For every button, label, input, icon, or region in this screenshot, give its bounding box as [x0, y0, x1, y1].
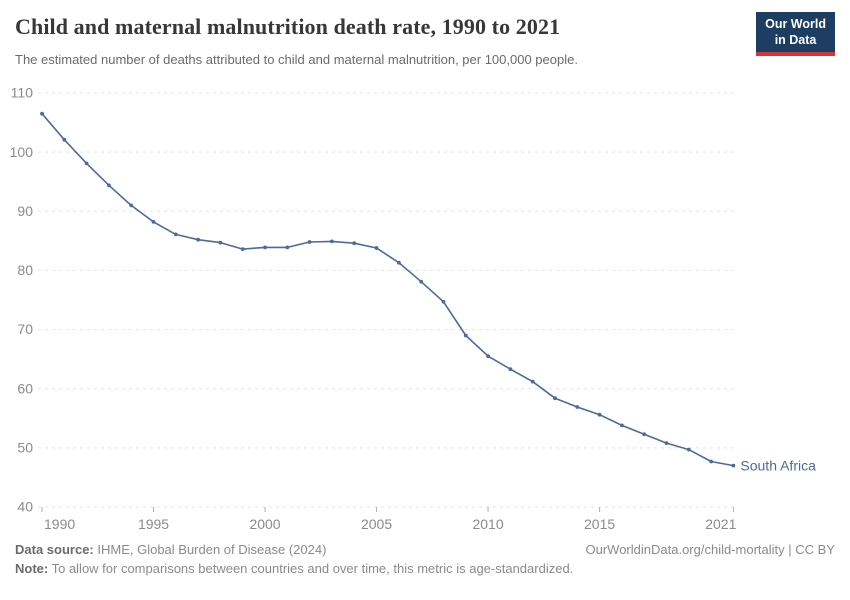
y-tick-label: 90	[17, 203, 33, 219]
series-end-label: South Africa	[740, 457, 816, 473]
owid-logo-line2: in Data	[774, 32, 817, 47]
data-point	[374, 246, 379, 250]
data-point	[173, 232, 178, 237]
data-point	[397, 260, 401, 265]
y-tick-label: 100	[10, 144, 34, 160]
attribution: OurWorldinData.org/child-mortality | CC …	[585, 542, 836, 557]
x-tick-label: 1990	[44, 516, 75, 532]
y-tick-label: 40	[17, 499, 33, 515]
y-tick-label: 70	[17, 321, 33, 337]
data-point	[597, 412, 602, 417]
chart-title: Child and maternal malnutrition death ra…	[15, 14, 561, 39]
note: Note: To allow for comparisons between c…	[15, 561, 573, 576]
data-point	[553, 396, 557, 401]
data-point	[686, 447, 691, 452]
owid-logo[interactable]: Our World in Data	[756, 12, 835, 57]
y-tick-label: 60	[17, 380, 33, 396]
data-point	[419, 279, 424, 284]
data-point	[129, 203, 134, 208]
note-text: To allow for comparisons between countri…	[48, 561, 574, 576]
data-point	[486, 354, 490, 359]
data-point	[62, 137, 67, 142]
data-point	[107, 183, 111, 188]
data-point	[508, 367, 513, 372]
data-point	[664, 441, 669, 445]
y-tick-label: 80	[17, 262, 33, 278]
data-point	[463, 333, 468, 338]
data-point	[40, 111, 44, 116]
x-tick-label: 1995	[138, 516, 169, 532]
owid-logo-line1: Our World	[765, 17, 826, 31]
data-source-label: Data source:	[15, 542, 94, 557]
data-point	[218, 240, 223, 245]
data-point	[240, 247, 245, 252]
x-tick-label: 2015	[584, 516, 615, 532]
data-point	[352, 241, 357, 246]
x-tick-label: 2010	[472, 516, 503, 532]
data-line	[41, 112, 735, 467]
data-source: Data source: IHME, Global Burden of Dise…	[15, 542, 326, 557]
data-point	[196, 237, 201, 242]
data-point	[575, 405, 580, 409]
data-point	[620, 423, 624, 428]
data-point	[441, 299, 446, 304]
data-point	[530, 379, 535, 384]
data-point	[642, 432, 647, 437]
data-point	[285, 245, 290, 250]
x-tick-label: 2005	[361, 516, 392, 532]
data-point	[84, 161, 89, 166]
data-point	[307, 240, 312, 244]
note-label: Note:	[15, 561, 49, 576]
data-point	[330, 239, 334, 244]
data-point	[731, 463, 736, 468]
x-tick-label: 2000	[249, 516, 280, 532]
data-point	[263, 245, 267, 250]
line-chart: 40 50 60 70 80 90 100 110 1990 1995 2000 2005 2010 20…	[10, 85, 816, 532]
x-tick-label: 2021	[705, 516, 736, 532]
y-tick-label: 110	[11, 85, 34, 101]
data-point	[151, 220, 156, 224]
data-source-text: IHME, Global Burden of Disease (2024)	[93, 542, 327, 557]
data-point	[709, 459, 713, 464]
y-tick-label: 50	[17, 439, 33, 455]
chart-subtitle: The estimated number of deaths attribute…	[15, 52, 578, 67]
chart-footer: Data source: IHME, Global Burden of Dise…	[15, 542, 835, 576]
